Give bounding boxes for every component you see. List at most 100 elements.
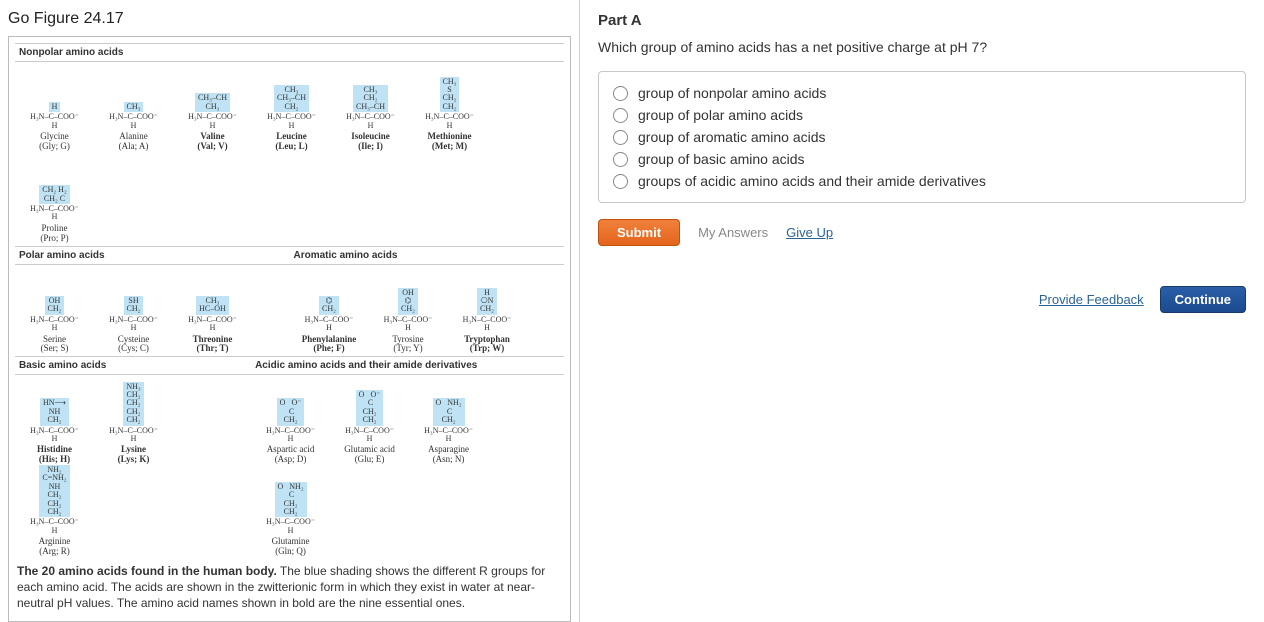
r-group: CH₃ CH₂ CH₃–CH	[353, 85, 388, 112]
amino-acid-cell: CH₃ S CH₂ CH₂H₃N–C–COO⁻HMethionine(Met; …	[410, 62, 489, 154]
amino-acid-cell: CH₃H₃N–C–COO⁻HAlanine(Ala; A)	[94, 62, 173, 154]
amino-acid-cell: HN⟶ NH CH₂H₃N–C–COO⁻HHistidine(His; H)	[15, 375, 94, 467]
radio-icon[interactable]	[613, 108, 628, 123]
amino-acid-cell: O O⁻ C CH₂ CH₂H₃N–C–COO⁻HGlutamic acid(G…	[330, 375, 409, 467]
option-label: group of aromatic amino acids	[638, 129, 826, 145]
aa-structure: O O⁻ C CH₂H₃N–C–COO⁻H	[253, 377, 328, 443]
radio-icon[interactable]	[613, 174, 628, 189]
amino-acid-cell: O O⁻ C CH₂H₃N–C–COO⁻HAspartic acid(Asp; …	[251, 375, 330, 467]
r-group: H ⎔N CH₂	[477, 288, 497, 315]
option-label: groups of acidic amino acids and their a…	[638, 173, 986, 189]
aa-structure: CH₃ S CH₂ CH₂H₃N–C–COO⁻H	[412, 64, 487, 130]
aa-structure: CH₃ CH₂ CH₃–CHH₃N–C–COO⁻H	[333, 64, 408, 130]
action-row: Submit My Answers Give Up	[598, 219, 1246, 246]
my-answers-label: My Answers	[698, 225, 768, 240]
aa-structure: O NH₂ C CH₂H₃N–C–COO⁻H	[411, 377, 486, 443]
r-group: CH₃	[124, 102, 144, 112]
aa-name: Tryptophan(Trp; W)	[450, 335, 525, 355]
backbone-h: H	[52, 527, 58, 535]
option-4[interactable]: groups of acidic amino acids and their a…	[613, 170, 1231, 192]
aa-name: Lysine(Lys; K)	[96, 445, 171, 465]
amino-acid-cell: HH₃N–C–COO⁻HGlycine(Gly; G)	[15, 62, 94, 154]
grid-acidic: O O⁻ C CH₂H₃N–C–COO⁻HAspartic acid(Asp; …	[251, 375, 564, 559]
amino-acid-cell: CH₃ CH₃–CH CH₂H₃N–C–COO⁻HLeucine(Leu; L)	[252, 62, 331, 154]
r-group: OH CH₂	[45, 296, 65, 315]
backbone-h: H	[368, 122, 374, 130]
aa-structure: HN⟶ NH CH₂H₃N–C–COO⁻H	[17, 377, 92, 443]
backbone-h: H	[131, 324, 137, 332]
continue-button[interactable]: Continue	[1160, 286, 1246, 313]
amino-acid-cell: NH₂ C=NH₂ NH CH₂ CH₂ CH₂H₃N–C–COO⁻HArgin…	[15, 467, 94, 559]
aa-structure: HH₃N–C–COO⁻H	[17, 64, 92, 130]
amino-acid-cell: SH CH₂H₃N–C–COO⁻HCysteine(Cys; C)	[94, 265, 173, 357]
aa-structure: O NH₂ C CH₂ CH₂H₃N–C–COO⁻H	[253, 469, 328, 535]
aa-name: Threonine(Thr; T)	[175, 335, 250, 355]
backbone-h: H	[52, 435, 58, 443]
aa-structure: CH₃H₃N–C–COO⁻H	[96, 64, 171, 130]
option-2[interactable]: group of aromatic amino acids	[613, 126, 1231, 148]
r-group: CH₃ HC–OH	[196, 296, 229, 315]
aa-structure: OH ⌬ CH₂H₃N–C–COO⁻H	[371, 267, 446, 333]
aa-structure: H ⎔N CH₂H₃N–C–COO⁻H	[450, 267, 525, 333]
option-3[interactable]: group of basic amino acids	[613, 148, 1231, 170]
backbone-h: H	[446, 435, 452, 443]
aa-structure: ⌬ CH₂H₃N–C–COO⁻H	[292, 267, 367, 333]
option-0[interactable]: group of nonpolar amino acids	[613, 82, 1231, 104]
r-group: CH₂ H₂ CH₂ C	[39, 185, 69, 204]
provide-feedback-link[interactable]: Provide Feedback	[1039, 292, 1144, 307]
amino-acid-cell: O NH₂ C CH₂H₃N–C–COO⁻HAsparagine(Asn; N)	[409, 375, 488, 467]
aa-structure: OH CH₂H₃N–C–COO⁻H	[17, 267, 92, 333]
figure-box: Nonpolar amino acids HH₃N–C–COO⁻HGlycine…	[8, 36, 571, 622]
amino-acid-cell: O NH₂ C CH₂ CH₂H₃N–C–COO⁻HGlutamine(Gln;…	[251, 467, 330, 559]
radio-icon[interactable]	[613, 130, 628, 145]
amino-acid-cell: CH₂ H₂ CH₂ CH₃N–C–COO⁻HProline(Pro; P)	[15, 154, 94, 246]
amino-acid-cell: CH₃–CH CH₃H₃N–C–COO⁻HValine(Val; V)	[173, 62, 252, 154]
aa-name: Glutamine(Gln; Q)	[253, 537, 328, 557]
radio-icon[interactable]	[613, 86, 628, 101]
aa-structure: CH₃ HC–OHH₃N–C–COO⁻H	[175, 267, 250, 333]
aa-structure: O O⁻ C CH₂ CH₂H₃N–C–COO⁻H	[332, 377, 407, 443]
aa-structure: SH CH₂H₃N–C–COO⁻H	[96, 267, 171, 333]
aa-name: Histidine(His; H)	[17, 445, 92, 465]
backbone-h: H	[131, 122, 137, 130]
aa-name: Alanine(Ala; A)	[96, 132, 171, 152]
aa-structure: CH₃–CH CH₃H₃N–C–COO⁻H	[175, 64, 250, 130]
backbone-h: H	[52, 213, 58, 221]
group-nonpolar-label: Nonpolar amino acids	[15, 43, 564, 62]
aa-name: Isoleucine(Ile; I)	[333, 132, 408, 152]
option-1[interactable]: group of polar amino acids	[613, 104, 1231, 126]
submit-button[interactable]: Submit	[598, 219, 680, 246]
aa-name: Glutamic acid(Glu; E)	[332, 445, 407, 465]
amino-acid-cell: CH₃ CH₂ CH₃–CHH₃N–C–COO⁻HIsoleucine(Ile;…	[331, 62, 410, 154]
aa-structure: NH₂ C=NH₂ NH CH₂ CH₂ CH₂H₃N–C–COO⁻H	[17, 469, 92, 535]
aa-name: Phenylalanine(Phe; F)	[292, 335, 367, 355]
backbone-h: H	[288, 435, 294, 443]
options-box: group of nonpolar amino acids group of p…	[598, 71, 1246, 203]
backbone-h: H	[484, 324, 490, 332]
option-label: group of nonpolar amino acids	[638, 85, 826, 101]
radio-icon[interactable]	[613, 152, 628, 167]
backbone-h: H	[131, 435, 137, 443]
footer-row: Provide Feedback Continue	[598, 286, 1246, 313]
give-up-link[interactable]: Give Up	[786, 225, 833, 240]
backbone-h: H	[405, 324, 411, 332]
grid-nonpolar: HH₃N–C–COO⁻HGlycine(Gly; G)CH₃H₃N–C–COO⁻…	[15, 62, 564, 246]
caption-bold: The 20 amino acids found in the human bo…	[17, 564, 277, 578]
aa-name: Tyrosine(Tyr; Y)	[371, 335, 446, 355]
backbone-h: H	[210, 324, 216, 332]
r-group: NH₃ CH₂ CH₂ CH₂ CH₂	[123, 382, 143, 426]
r-group: ⌬ CH₂	[319, 296, 339, 315]
aa-name: Arginine(Arg; R)	[17, 537, 92, 557]
r-group: O O⁻ C CH₂ CH₂	[356, 390, 384, 426]
amino-acid-cell: CH₃ HC–OHH₃N–C–COO⁻HThreonine(Thr; T)	[173, 265, 252, 357]
option-label: group of basic amino acids	[638, 151, 805, 167]
backbone-h: H	[210, 122, 216, 130]
aa-name: Proline(Pro; P)	[17, 224, 92, 244]
r-group: NH₂ C=NH₂ NH CH₂ CH₂ CH₂	[39, 465, 69, 517]
group-acidic-label: Acidic amino acids and their amide deriv…	[251, 356, 564, 375]
aa-name: Methionine(Met; M)	[412, 132, 487, 152]
aa-structure: CH₃ CH₃–CH CH₂H₃N–C–COO⁻H	[254, 64, 329, 130]
option-label: group of polar amino acids	[638, 107, 803, 123]
r-group: O NH₂ C CH₂ CH₂	[275, 482, 307, 518]
figure-title: Go Figure 24.17	[8, 10, 571, 28]
